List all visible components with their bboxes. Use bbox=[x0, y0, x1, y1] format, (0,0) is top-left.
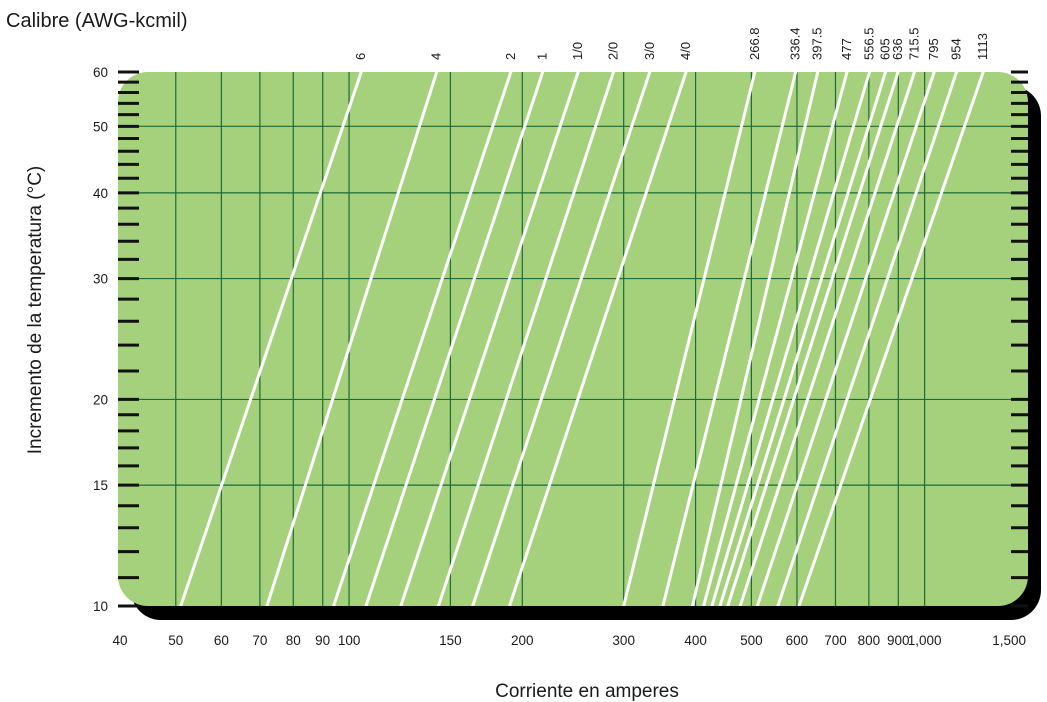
series-line bbox=[718, 72, 887, 606]
x-tick-label: 60 bbox=[214, 633, 229, 648]
series-line bbox=[436, 72, 615, 606]
series-label: 336.4 bbox=[788, 27, 803, 60]
series-line bbox=[265, 72, 439, 606]
series-line bbox=[179, 72, 363, 606]
series-label: 2/0 bbox=[606, 42, 621, 60]
series-line bbox=[726, 72, 900, 606]
series-label: 1/0 bbox=[570, 42, 585, 60]
x-tick-label: 1,500 bbox=[992, 633, 1026, 648]
x-tick-label: 50 bbox=[168, 633, 183, 648]
y-tick-label: 15 bbox=[93, 478, 108, 493]
x-tick-label: 500 bbox=[740, 633, 763, 648]
y-axis-title: Incremento de la temperatura (°C) bbox=[25, 166, 46, 455]
x-tick-label: 700 bbox=[824, 633, 847, 648]
x-tick-label: 200 bbox=[511, 633, 534, 648]
series-line bbox=[471, 72, 652, 606]
series-label: 397.5 bbox=[810, 27, 825, 60]
series-label: 4 bbox=[429, 53, 444, 60]
series-label: 1 bbox=[535, 53, 550, 60]
x-tick-label: 150 bbox=[439, 633, 462, 648]
series-line bbox=[702, 72, 849, 606]
x-tick-label: 100 bbox=[338, 633, 361, 648]
series-label: 1113 bbox=[975, 33, 990, 60]
series-label: 477 bbox=[839, 38, 854, 60]
series-line bbox=[776, 72, 959, 606]
series-line bbox=[507, 72, 688, 606]
x-tick-label: 300 bbox=[612, 633, 635, 648]
x-tick-label: 70 bbox=[252, 633, 267, 648]
series-label: 556.5 bbox=[862, 27, 877, 60]
series-line bbox=[755, 72, 936, 606]
series-line bbox=[399, 72, 580, 606]
series-line bbox=[622, 72, 757, 606]
y-tick-label: 30 bbox=[93, 272, 108, 287]
series-line bbox=[710, 72, 871, 606]
x-tick-label: 800 bbox=[858, 633, 881, 648]
y-tick-label: 10 bbox=[93, 599, 108, 614]
x-tick-label: 600 bbox=[786, 633, 809, 648]
series-line bbox=[690, 72, 820, 606]
series-line bbox=[738, 72, 916, 606]
series-label: 2 bbox=[503, 53, 518, 60]
series-line bbox=[364, 72, 545, 606]
series-label: 6 bbox=[353, 53, 368, 60]
series-label: 636 bbox=[890, 38, 905, 60]
series-label: 605 bbox=[878, 38, 893, 60]
chart-title: Calibre (AWG-kcmil) bbox=[6, 10, 187, 32]
y-tick-label: 50 bbox=[93, 119, 108, 134]
series-label: 795 bbox=[926, 38, 941, 60]
series-line bbox=[797, 72, 985, 606]
y-tick-label: 40 bbox=[93, 186, 108, 201]
y-tick-label: 20 bbox=[93, 392, 108, 407]
x-tick-label: 1,000 bbox=[908, 633, 942, 648]
series-line bbox=[332, 72, 513, 606]
series-label: 954 bbox=[949, 38, 964, 60]
series-label: 4/0 bbox=[678, 42, 693, 60]
series-line bbox=[661, 72, 798, 606]
x-tick-label: 400 bbox=[684, 633, 707, 648]
series-label: 715.5 bbox=[906, 27, 921, 60]
x-tick-label: 90 bbox=[315, 633, 330, 648]
plot-content bbox=[118, 72, 1028, 606]
series-label: 266.8 bbox=[747, 27, 762, 60]
series-label: 3/0 bbox=[642, 42, 657, 60]
y-tick-label: 60 bbox=[93, 65, 108, 80]
x-tick-label: 80 bbox=[286, 633, 301, 648]
x-tick-label: 900 bbox=[887, 633, 910, 648]
x-axis-title: Corriente en amperes bbox=[495, 681, 679, 702]
x-tick-label: 40 bbox=[112, 633, 127, 648]
